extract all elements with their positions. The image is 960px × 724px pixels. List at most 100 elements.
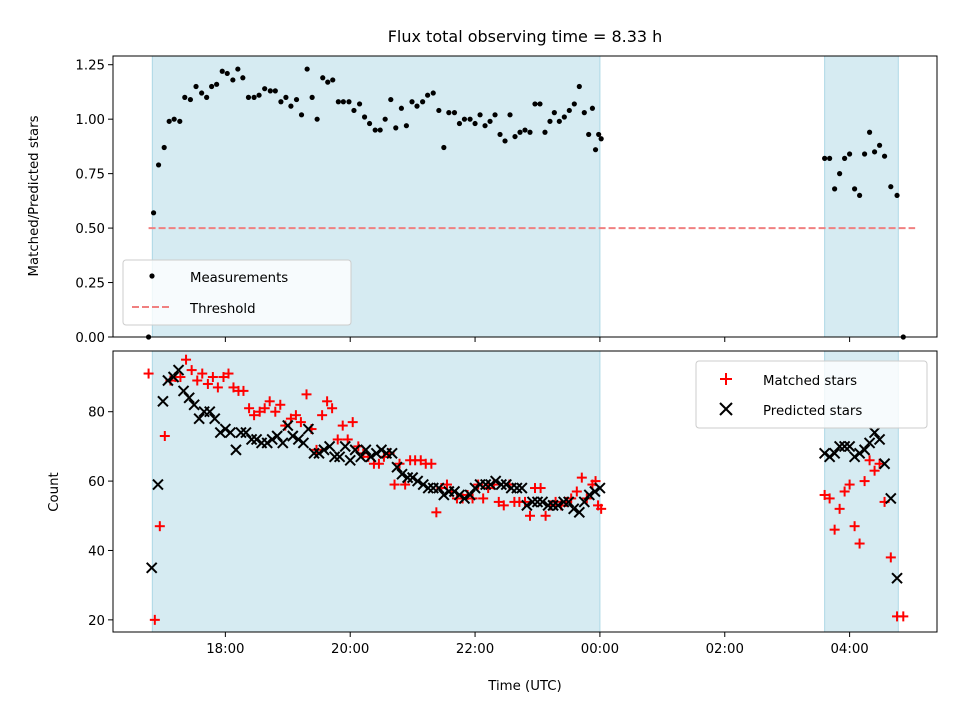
x-axis-label: Time (UTC) xyxy=(487,679,562,694)
measurement-point xyxy=(325,79,331,85)
measurement-point xyxy=(335,99,341,105)
measurement-point xyxy=(852,186,858,192)
matched-star-point xyxy=(849,521,860,532)
legend-box-bottom xyxy=(695,360,928,429)
matched-star-point xyxy=(207,372,218,383)
matched-star-point xyxy=(197,368,208,379)
matched-star-point xyxy=(571,486,582,497)
y-tick-label: 40 xyxy=(88,544,105,559)
matched-star-point xyxy=(337,420,348,431)
matched-star-point xyxy=(154,521,165,532)
predicted-star-point xyxy=(323,440,336,453)
predicted-star-point xyxy=(250,433,263,446)
matched-star-point xyxy=(295,417,306,428)
y-tick-label: 1.00 xyxy=(75,113,105,128)
predicted-star-point xyxy=(526,496,539,508)
matched-star-point xyxy=(347,417,358,428)
matched-star-point xyxy=(854,538,865,549)
predicted-star-point xyxy=(458,492,471,505)
measurement-point xyxy=(472,120,478,127)
measurement-point xyxy=(298,112,305,118)
matched-star-point xyxy=(869,465,880,476)
predicted-star-point xyxy=(328,451,341,463)
predicted-star-point xyxy=(224,426,237,439)
measurement-point xyxy=(576,83,582,90)
predicted-star-point xyxy=(344,454,356,466)
matched-star-point xyxy=(270,406,281,417)
matched-star-point xyxy=(898,611,909,622)
measurement-point xyxy=(161,144,167,151)
predicted-star-point xyxy=(567,503,580,515)
x-tick-label: 22:00 xyxy=(456,642,494,657)
measurement-point xyxy=(589,105,596,111)
legend-bottom: Matched stars Predicted stars xyxy=(695,360,928,429)
axes-frame-top xyxy=(112,55,938,338)
measurement-point xyxy=(512,133,518,140)
predicted-star-point xyxy=(157,395,169,408)
predicted-star-point xyxy=(411,475,424,487)
x-tick-label: 04:00 xyxy=(830,642,868,657)
measurement-point xyxy=(398,105,404,111)
measurement-point xyxy=(866,129,873,135)
predicted-star-point xyxy=(495,478,507,491)
y-ticks-bottom: 20 40 60 80 xyxy=(88,406,113,629)
x-ticks-top xyxy=(224,337,851,342)
matched-star-point xyxy=(202,378,213,389)
predicted-star-point xyxy=(500,478,512,491)
predicted-star-point xyxy=(302,423,315,435)
measurement-point xyxy=(451,110,458,116)
measurement-point xyxy=(155,162,162,168)
matched-star-point xyxy=(317,410,328,421)
measurement-point xyxy=(566,107,572,114)
predicted-star-point xyxy=(453,489,466,501)
measurement-point xyxy=(304,66,310,72)
measurement-point xyxy=(598,136,604,142)
predicted-star-point xyxy=(858,444,871,456)
matched-star-point xyxy=(389,479,400,490)
measurement-point xyxy=(177,118,183,124)
measurement-point xyxy=(278,99,284,105)
measurement-point xyxy=(314,116,320,122)
measurement-point xyxy=(871,149,878,155)
predicted-star-point xyxy=(511,482,523,494)
measurement-point xyxy=(596,131,602,138)
measurement-point xyxy=(522,127,528,133)
matched-star-point xyxy=(212,382,223,393)
matched-star-point xyxy=(175,372,186,383)
matched-star-point xyxy=(426,458,437,469)
matched-star-point xyxy=(238,385,249,396)
measurement-point xyxy=(366,120,373,127)
matched-star-point xyxy=(498,500,509,511)
matched-star-point xyxy=(143,368,154,379)
legend-matched-marker xyxy=(720,373,732,385)
measurement-point xyxy=(230,77,236,83)
matched-star-point xyxy=(186,365,197,376)
predicted-star-point xyxy=(873,433,886,446)
measurement-point xyxy=(361,114,368,120)
x-tick-label: 00:00 xyxy=(581,642,619,657)
measurement-point xyxy=(171,116,177,122)
y-tick-label: 80 xyxy=(88,406,105,421)
measurement-point xyxy=(150,210,157,216)
matched-star-point xyxy=(839,486,850,497)
measurement-point xyxy=(209,83,215,90)
matched-star-point xyxy=(249,410,260,421)
legend-top: Measurements Threshold xyxy=(122,259,352,326)
measurement-point xyxy=(382,116,388,122)
predicted-star-point xyxy=(484,478,497,491)
matched-star-point xyxy=(322,396,333,407)
predicted-star-point xyxy=(891,572,903,584)
measurement-point xyxy=(309,94,315,100)
legend-matched-label: Matched stars xyxy=(763,374,857,389)
matched-star-point xyxy=(885,552,896,563)
matched-star-point xyxy=(244,403,255,414)
measurement-point xyxy=(262,86,268,92)
legend-threshold-label: Threshold xyxy=(189,302,256,317)
measurement-point xyxy=(542,129,548,135)
measurement-point xyxy=(420,99,426,105)
predicted-star-point xyxy=(885,492,897,505)
x-tick-label: 02:00 xyxy=(706,642,744,657)
y-ticks-top: 0.00 0.25 0.50 0.75 1.00 1.25 xyxy=(75,59,113,346)
predicted-star-point xyxy=(297,437,310,449)
y-tick-label: 0.50 xyxy=(75,222,105,237)
